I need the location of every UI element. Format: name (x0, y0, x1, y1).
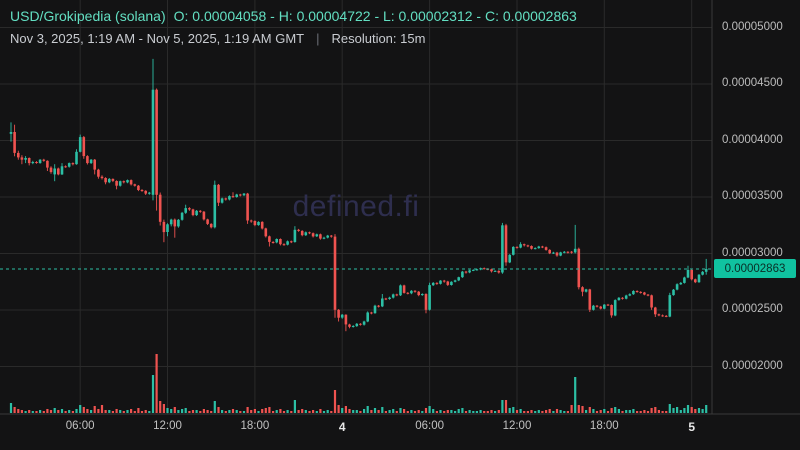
time-axis[interactable]: 06:00 12:00 18:00 4 06:00 12:00 18:00 5 (0, 414, 712, 450)
x-axis-label: 12:00 (502, 420, 532, 432)
pair-title: USD/Grokipedia (solana) (10, 8, 166, 24)
x-axis-label: 06:00 (65, 420, 95, 432)
y-axis-label: 0.00004500 (722, 77, 783, 89)
chart-subheader: Nov 3, 2025, 1:19 AM - Nov 5, 2025, 1:19… (10, 31, 425, 46)
date-range: Nov 3, 2025, 1:19 AM - Nov 5, 2025, 1:19… (10, 31, 305, 46)
y-axis-label: 0.00005000 (722, 20, 783, 33)
watermark: defined.fi (292, 190, 420, 223)
resolution-label: Resolution: 15m (331, 31, 426, 46)
x-axis-label: 4 (338, 420, 346, 434)
ohlc-readout: O: 0.00004058 - H: 0.00004722 - L: 0.000… (173, 8, 577, 24)
x-axis-label: 12:00 (153, 420, 182, 432)
x-axis-label: 18:00 (589, 420, 619, 432)
y-axis-label: 0.00003000 (722, 246, 783, 259)
y-axis-label: 0.00003500 (722, 190, 783, 202)
y-axis-label: 0.00004000 (722, 133, 783, 146)
x-axis-label: 5 (688, 420, 696, 434)
separator: | (316, 31, 320, 46)
price-axis[interactable]: 0.00002863 0.00005000 0.00004500 0.0000400… (712, 0, 800, 414)
current-price-badge: 0.00002863 (714, 259, 796, 279)
chart-header: USD/Grokipedia (solana) O: 0.00004058 - H… (10, 8, 577, 24)
y-axis-label: 0.00002000 (722, 359, 783, 372)
x-axis-label: 06:00 (415, 420, 444, 432)
y-axis-label: 0.00002500 (722, 303, 783, 315)
x-axis-label: 18:00 (240, 420, 270, 432)
